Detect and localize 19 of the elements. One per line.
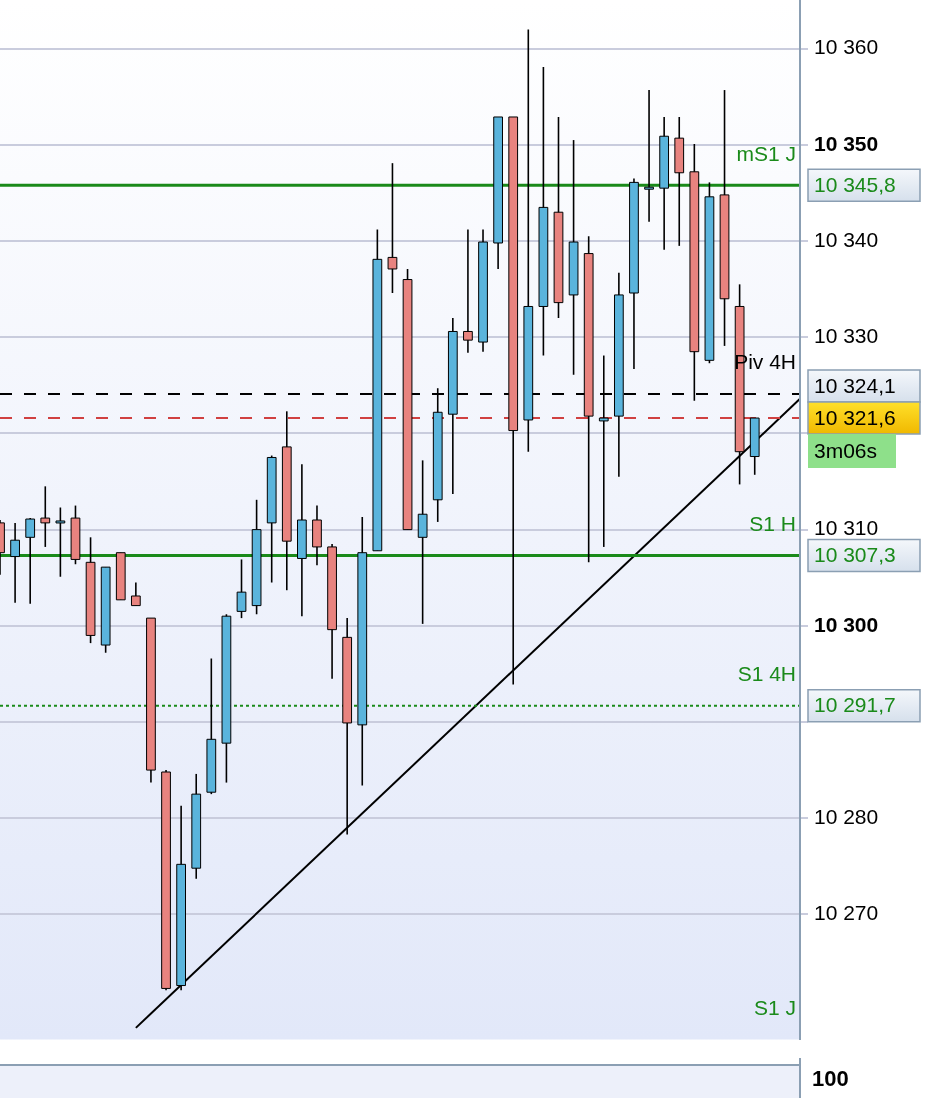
text: 10 324,1 [814,373,896,397]
y-tick-label: 10 330 [814,324,879,348]
annotation: S1 J [753,996,796,1020]
y-tick-label: 10 310 [814,516,879,540]
text: 3m06s [814,438,878,462]
text: 10 291,7 [814,693,896,717]
text: 10 307,3 [814,543,896,567]
y-tick-label: 10 360 [814,35,879,59]
candlestick [463,228,473,354]
text: 10 321,6 [814,405,896,429]
y-tick-label: 10 340 [814,227,879,251]
text: 10 345,8 [814,173,896,197]
y-tick-label: 10 350 [814,131,879,155]
y-tick-label: 10 270 [814,901,879,925]
ref-line-label: S1 4H [737,661,796,685]
ref-line-label: mS1 J [736,141,796,165]
ref-line-label: S1 H [749,511,796,535]
y-tick-label: 10 280 [814,804,879,828]
y-tick-label: 10 300 [814,612,879,636]
